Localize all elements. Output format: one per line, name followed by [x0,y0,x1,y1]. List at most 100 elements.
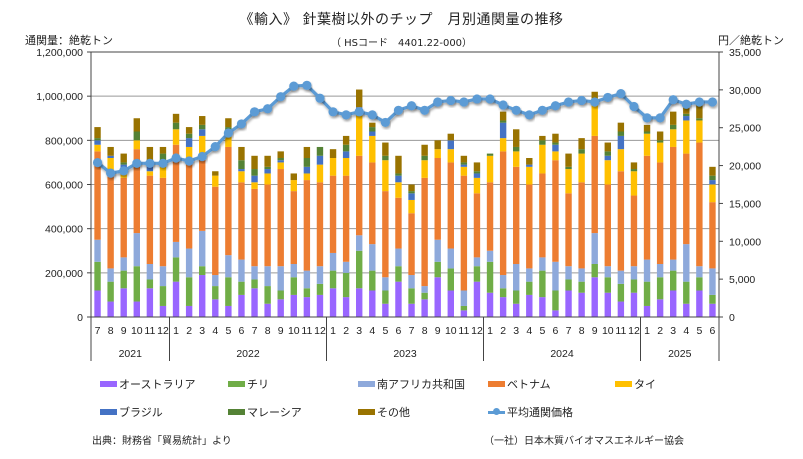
bar-segment [133,266,140,302]
bar-segment [513,151,520,167]
left-tick-label: 0 [77,312,83,324]
bar-segment [486,292,494,317]
price-point [197,151,207,162]
bar-segment [185,127,193,134]
price-point [511,105,521,115]
bar-segment [539,144,546,174]
bar-segment [683,116,690,121]
price-point [642,113,652,123]
bar-segment [329,175,337,253]
bar-segment [212,299,219,317]
bar-segment [460,155,468,163]
bar-segment [290,191,297,264]
month-label: 3 [513,325,519,337]
source-note: 出典：財務省「貿易統計」より [92,436,232,447]
left-tick-label: 400,000 [45,224,83,236]
month-label: 12 [157,325,169,337]
price-point [158,158,168,168]
bar-segment [395,266,402,282]
bar-segment [552,160,559,262]
bar-segment [670,129,677,147]
bar-segment [447,149,454,163]
price-point [171,153,181,163]
bar-segment [316,182,324,267]
bar-segment [460,305,468,311]
price-point [92,157,103,168]
bar-segment [277,266,284,291]
bar-segment [617,149,625,172]
bar-segment [408,275,415,289]
bar-segment [146,279,154,289]
bar-segment [656,131,664,141]
bar-segment [473,281,481,317]
bar-segment [264,155,271,167]
bar-segment [264,166,271,170]
bar-segment [316,164,324,183]
price-point [446,95,456,106]
bar-segment [617,283,625,302]
month-label: 5 [382,325,388,337]
bar-segment [290,294,297,317]
bar-segment [199,124,206,130]
price-point [328,107,338,117]
price-point [485,94,495,104]
bar-segment [264,303,271,317]
bar-segment [199,230,206,267]
bar-segment [604,266,611,278]
price-point [655,113,665,123]
legend-item: ベトナム [488,376,551,392]
bar-segment [499,288,507,298]
bar-segment [238,169,245,172]
bar-segment [683,120,690,154]
price-point [236,119,247,129]
bar-segment [539,140,546,145]
bar-segment [185,133,193,139]
bar-segment [264,184,271,267]
bar-segment [643,155,651,260]
bar-segment [316,283,324,295]
bar-segment [513,303,520,317]
bar-segment [578,268,585,282]
price-point [341,110,351,120]
bar-segment [526,294,533,317]
bar-segment [408,184,415,192]
price-point [459,97,469,107]
bar-segment [591,264,598,278]
price-point [406,101,417,111]
bar-segment [172,144,180,242]
bar-segment [172,129,180,145]
bar-segment [185,305,193,317]
bar-segment [643,124,651,132]
bar-segment [709,303,716,317]
bar-segment [303,158,311,167]
price-point [681,99,691,109]
bar-segment [329,252,337,271]
bar-segment [159,166,167,178]
bar-segment [630,292,638,317]
legend-label: その他 [377,406,410,419]
bar-segment [225,118,232,128]
bar-segment [264,286,271,304]
bar-segment [94,140,101,145]
bar-segment [369,290,376,317]
bar-segment [447,268,454,291]
bar-segment [264,266,271,287]
bar-segment [499,151,507,276]
bar-segment [225,255,232,278]
month-label: 8 [579,325,585,337]
bar-segment [133,149,140,234]
bar-segment [146,175,154,264]
month-label: 5 [539,325,545,337]
bar-segment [617,171,625,271]
bar-segment [513,129,520,147]
bar-segment [199,135,206,156]
bar-segment [329,270,337,289]
bar-segment [94,261,101,291]
price-point [315,93,325,103]
bar-segment [709,268,716,295]
bar-segment [408,193,415,200]
price-point [276,92,286,102]
bar-segment [199,129,206,136]
bar-segment [434,277,441,317]
month-label: 11 [615,325,626,337]
